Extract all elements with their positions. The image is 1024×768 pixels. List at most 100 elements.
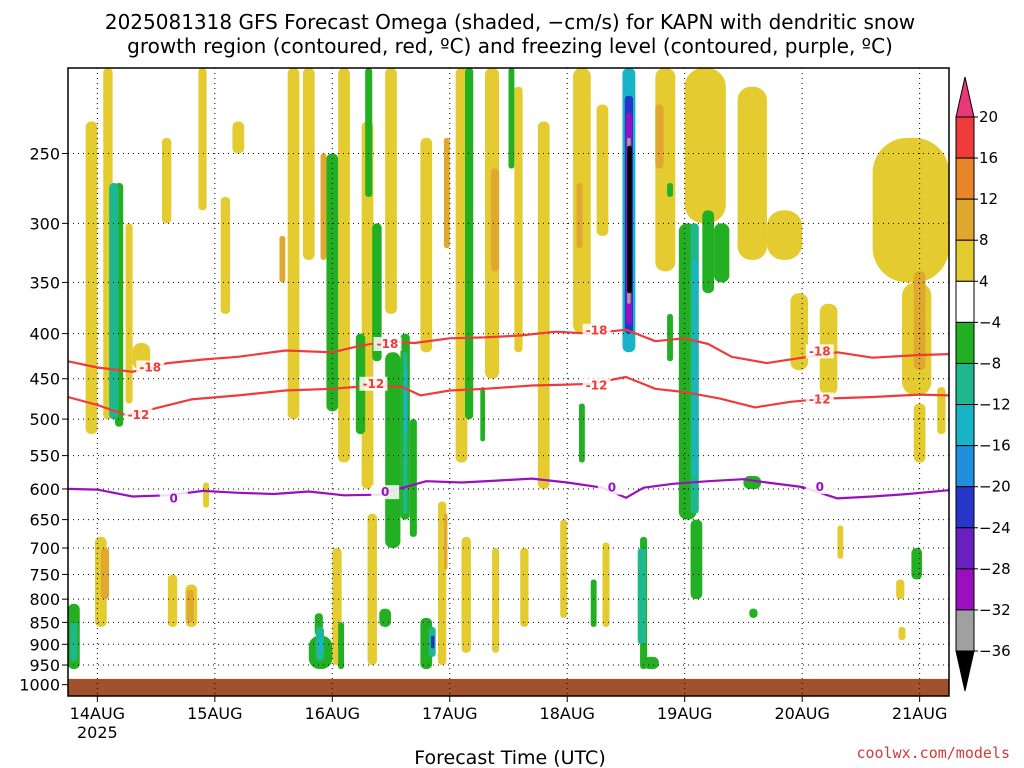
x-tick-label: 17AUG	[422, 704, 477, 723]
grid-lines	[68, 68, 949, 696]
omega-patch	[578, 403, 585, 463]
omega-patch	[508, 68, 515, 169]
omega-patch	[365, 68, 373, 197]
omega-patch	[690, 519, 703, 600]
colorbar-label: −24	[979, 519, 1011, 537]
omega-patch	[338, 68, 350, 463]
contour-label: -18	[139, 360, 161, 374]
colorbar-band	[955, 280, 975, 323]
omega-patch	[790, 293, 809, 371]
omega-patch	[913, 271, 926, 371]
y-tick-label: 650	[29, 511, 60, 530]
omega-patch	[898, 626, 906, 641]
contour-line	[68, 477, 949, 500]
contour-line	[68, 375, 949, 417]
omega-patch	[667, 313, 673, 362]
colorbar-band	[955, 445, 975, 488]
omega-patch	[896, 579, 905, 600]
omega-patch	[167, 574, 178, 627]
x-tick-label: 15AUG	[187, 704, 242, 723]
omega-patch	[667, 182, 673, 197]
pressure-axis: 250 300 350 400 450 500 550 600 650 700 750 800 850 9…	[19, 144, 68, 695]
colorbar-band	[955, 239, 975, 282]
omega-patch	[737, 86, 767, 260]
ground-band	[68, 678, 949, 696]
contour-label: -18	[586, 324, 608, 338]
y-tick-label: 1000	[19, 676, 60, 695]
omega-patch	[937, 387, 946, 435]
y-tick-label: 550	[29, 447, 60, 466]
contour-label: -12	[586, 378, 608, 392]
omega-patch	[279, 235, 286, 283]
contour-label: 0	[381, 485, 389, 499]
colorbar-label: −36	[979, 642, 1011, 660]
y-tick-label: 400	[29, 325, 60, 344]
y-tick-label: 750	[29, 565, 60, 584]
omega-patch	[684, 68, 726, 224]
x-tick-label: 21AUG	[892, 704, 947, 723]
contour-label-bg	[359, 376, 388, 391]
omega-patch	[443, 513, 448, 570]
chart-title-line-2: growth region (contoured, red, ºC) and f…	[127, 34, 893, 58]
omega-patch	[302, 68, 315, 260]
colorbar-band	[955, 486, 975, 529]
omega-patch	[443, 137, 450, 249]
omega-patch	[492, 548, 500, 653]
omega-patch	[537, 121, 550, 489]
plot-background	[68, 68, 949, 696]
contour-label: -12	[128, 408, 150, 422]
omega-patch	[590, 579, 597, 627]
colorbar-band	[955, 362, 975, 406]
omega-patch	[743, 475, 762, 489]
contour-label-bg	[805, 480, 834, 495]
contour-label: -12	[809, 392, 831, 406]
omega-patch	[161, 137, 172, 224]
x-axis-label: Forecast Time (UTC)	[414, 747, 605, 768]
y-tick-label: 350	[29, 273, 60, 292]
contour-label-bg	[805, 344, 834, 359]
contour-label-bg	[373, 336, 402, 351]
omega-patch	[643, 656, 659, 670]
omega-patch	[714, 223, 730, 283]
contour-label: -18	[377, 337, 399, 351]
colorbar-band	[955, 404, 975, 447]
colorbar-band	[955, 198, 975, 241]
colorbar-band	[955, 609, 975, 652]
omega-patch	[125, 223, 133, 404]
omega-patch	[232, 121, 245, 154]
omega-patch	[403, 370, 408, 435]
x-tick-label: 16AUG	[305, 704, 360, 723]
y-tick-label: 900	[29, 635, 60, 654]
x-tick-label: 14AUG	[70, 704, 125, 723]
colorbar-label: −20	[979, 478, 1011, 496]
contour-label-bg	[805, 392, 834, 407]
omega-patch	[379, 608, 392, 627]
omega-shading	[68, 68, 949, 670]
colorbar-top-arrow	[955, 76, 975, 118]
colorbar-label: −28	[979, 560, 1011, 578]
y-tick-label: 250	[29, 144, 60, 163]
colorbar-label: −16	[979, 437, 1011, 455]
colorbar: 20 16 12 8 4 −4 −8 −12 −16 −20 −24 −28 −32 −36	[955, 76, 1011, 692]
colorbar-label: −4	[979, 313, 1001, 331]
colorbar-band	[955, 321, 975, 364]
omega-patch	[514, 86, 523, 353]
omega-patch	[655, 104, 664, 169]
contour-label: 0	[816, 480, 824, 494]
colorbar-band	[955, 568, 975, 611]
colorbar-label: −12	[979, 396, 1011, 414]
contour-label-bg	[582, 323, 611, 338]
colorbar-label: 8	[979, 231, 989, 249]
omega-patch	[203, 482, 209, 508]
contour-label-bg	[582, 378, 611, 393]
omega-patch	[749, 608, 758, 618]
plot-frame	[67, 67, 950, 697]
omega-patch	[655, 68, 676, 272]
omega-patch	[85, 121, 98, 435]
omega-patch	[320, 153, 327, 260]
omega-patch	[637, 548, 646, 645]
temperature-contours: -18 -18 -18 -18 -12 -12 -12 -12 0 0 0 0	[68, 323, 949, 506]
omega-patch	[913, 403, 926, 463]
